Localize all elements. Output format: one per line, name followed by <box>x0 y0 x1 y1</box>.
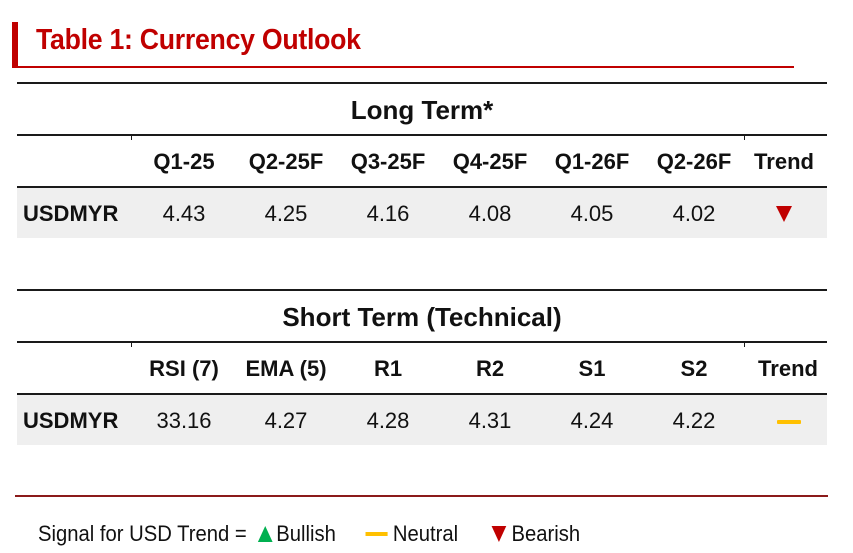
legend-bearish-label: Bearish <box>511 521 581 547</box>
table-top-rule <box>17 289 827 291</box>
long-term-col-header: Q2-25F <box>248 149 324 174</box>
neutral-dash-icon <box>777 420 801 424</box>
table-cell: 4.25 <box>264 201 308 226</box>
table-cell: 4.08 <box>468 201 512 226</box>
table-cell: 4.16 <box>366 201 410 226</box>
long-term-col-header: Q2-26F <box>656 149 732 174</box>
short-term-col-header: RSI (7) <box>149 356 219 381</box>
short-term-heading: Short Term (Technical) <box>282 302 562 332</box>
long-term-col-header: Q1-26F <box>554 149 630 174</box>
long-term-col-header-trend: Trend <box>754 149 814 174</box>
table-cell: 4.05 <box>570 201 614 226</box>
table-cell: 33.16 <box>156 408 212 433</box>
bearish-down-triangle-icon <box>491 526 506 543</box>
table-rule <box>17 393 827 395</box>
legend-bullish-label: Bullish <box>276 521 336 547</box>
title-underline <box>12 66 794 68</box>
short-term-col-header: R1 <box>373 356 403 381</box>
title-accent-bar <box>12 22 18 66</box>
table-top-rule <box>17 82 827 84</box>
table-cell: 4.02 <box>672 201 716 226</box>
short-term-col-header: R2 <box>475 356 505 381</box>
short-term-col-header: EMA (5) <box>245 356 327 381</box>
table-cell: 4.28 <box>366 408 410 433</box>
long-term-col-header: Q3-25F <box>350 149 426 174</box>
footer-rule <box>15 495 828 497</box>
long-term-heading: Long Term* <box>350 95 494 125</box>
table-rule <box>17 134 827 136</box>
short-term-col-header: S1 <box>578 356 606 381</box>
legend-neutral-label: Neutral <box>392 521 459 547</box>
long-term-col-header: Q1-25 <box>153 149 215 174</box>
legend-prefix: Signal for USD Trend = <box>38 521 253 547</box>
long-term-table: Long Term* Q1-25 Q2-25F Q3-25F Q4-25F Q1… <box>17 82 827 242</box>
table-cell: 4.22 <box>672 408 716 433</box>
short-term-table: Short Term (Technical) RSI (7) EMA (5) R… <box>17 289 827 449</box>
table-rule <box>17 341 827 343</box>
long-term-col-header: Q4-25F <box>452 149 528 174</box>
bearish-down-triangle-icon <box>776 206 792 222</box>
table-cell: 4.43 <box>162 201 206 226</box>
neutral-dash-icon <box>365 532 388 537</box>
bullish-up-triangle-icon <box>257 526 273 543</box>
table-cell: 4.24 <box>570 408 614 433</box>
table-row: USDMYR 4.43 4.25 4.16 4.08 4.05 4.02 <box>17 188 827 238</box>
table-cell: 4.31 <box>468 408 512 433</box>
short-term-col-header: S2 <box>680 356 708 381</box>
row-label: USDMYR <box>23 201 119 226</box>
table-row: USDMYR 33.16 4.27 4.28 4.31 4.24 4.22 <box>17 395 827 445</box>
table-cell: 4.27 <box>264 408 308 433</box>
short-term-col-header-trend: Trend <box>758 356 818 381</box>
table-rule <box>17 186 827 188</box>
page-title: Table 1: Currency Outlook <box>36 24 361 56</box>
trend-legend: Signal for USD Trend = Bullish Neutral Bea… <box>38 520 580 548</box>
row-label: USDMYR <box>23 408 119 433</box>
